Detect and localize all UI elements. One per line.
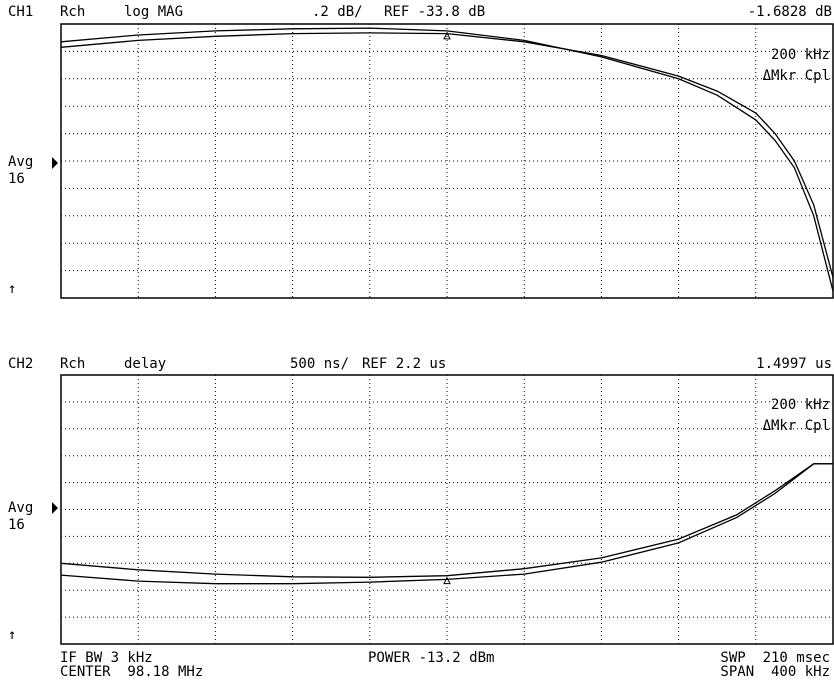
sweep-time: SWP 210 msec (720, 650, 830, 666)
ch1-up-arrow-icon: ↑ (8, 281, 17, 297)
ch1-channel: Rch (60, 4, 86, 20)
ch2-channel: Rch (60, 356, 86, 372)
ch1-trace-2 (60, 32, 834, 278)
ch2-reference: REF 2.2 us (362, 356, 447, 372)
ch2-scale: 500 ns/ (290, 356, 350, 372)
ch2-ref-pointer-icon (52, 502, 58, 514)
ch2-trace-2 (60, 463, 833, 585)
ch1-marker-triangle-icon (443, 31, 451, 40)
ch1-ref-pointer-icon (52, 157, 58, 169)
ch1-reference: REF -33.8 dB (384, 4, 486, 20)
ch1-marker-mode: ΔMkr Cpl (762, 68, 830, 84)
ch2-up-arrow-icon: ↑ (8, 627, 17, 643)
ch1-marker-value: -1.6828 dB (747, 4, 832, 20)
ch2-marker-value: 1.4997 us (756, 356, 832, 372)
ch2-avg-count: 16 (8, 517, 25, 533)
ch1-avg-label: Avg (8, 154, 34, 170)
if-bandwidth: IF BW 3 kHz (60, 650, 153, 666)
ch2-plot-frame (60, 374, 834, 645)
center-frequency: CENTER 98.18 MHz (60, 664, 204, 680)
source-power: POWER -13.2 dBm (368, 650, 495, 666)
ch1-avg-count: 16 (8, 171, 25, 187)
ch2-avg-label: Avg (8, 500, 34, 516)
ch1-scale: .2 dB/ (312, 4, 363, 20)
ch2-marker-freq: 200 kHz (770, 397, 830, 413)
ch2-format: delay (124, 356, 167, 372)
ch1-format: log MAG (124, 4, 184, 20)
ch1-trace-1 (60, 27, 834, 292)
ch2-marker-triangle-icon (443, 576, 451, 585)
ch1-plot-frame (60, 23, 834, 299)
ch1-label: CH1 (8, 4, 34, 20)
ch2-marker-mode: ΔMkr Cpl (762, 418, 830, 434)
frequency-span: SPAN 400 kHz (720, 664, 830, 680)
ch2-trace-1 (60, 463, 833, 578)
ch2-label: CH2 (8, 356, 34, 372)
